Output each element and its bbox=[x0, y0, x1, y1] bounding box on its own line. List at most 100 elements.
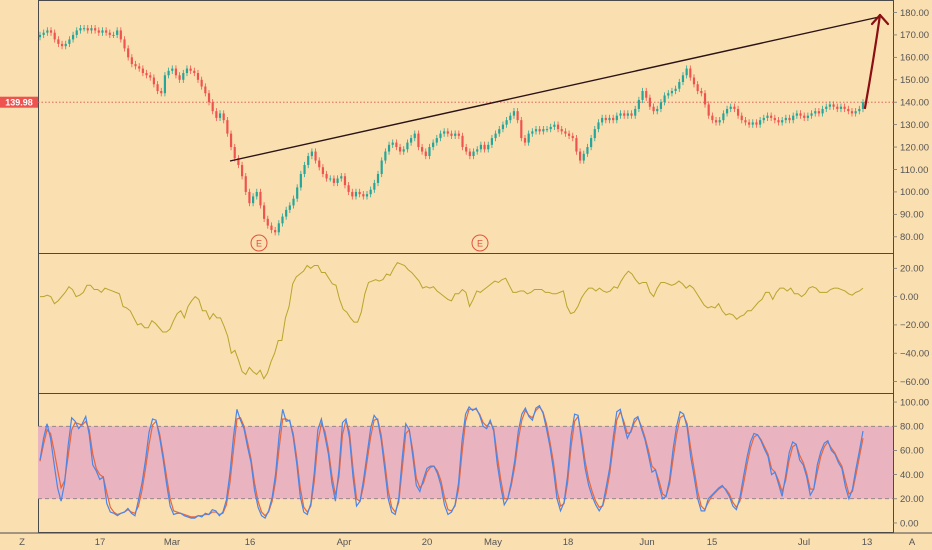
candle-body bbox=[512, 111, 516, 116]
candle-body bbox=[619, 113, 622, 116]
candle-body bbox=[196, 73, 200, 80]
candle-body bbox=[784, 117, 787, 121]
candle-body bbox=[781, 120, 784, 123]
earnings-marker-2[interactable]: E bbox=[471, 234, 489, 252]
candle-body bbox=[479, 144, 482, 150]
candle-body bbox=[648, 97, 651, 107]
candle-body bbox=[38, 34, 42, 38]
candle-body bbox=[700, 90, 703, 94]
candle-body bbox=[75, 30, 78, 35]
x-label-15: 15 bbox=[707, 537, 718, 548]
candle-body bbox=[226, 120, 229, 134]
candle-body bbox=[105, 30, 108, 33]
oscillator-tick-label: −20.00 bbox=[900, 320, 929, 331]
candle-body bbox=[193, 70, 196, 74]
candle-body bbox=[94, 28, 97, 31]
candle-body bbox=[707, 104, 710, 116]
candle-body bbox=[770, 115, 773, 118]
candle-body bbox=[152, 77, 155, 85]
candle-body bbox=[57, 39, 60, 44]
candle-body bbox=[803, 115, 806, 118]
candle-body bbox=[645, 90, 648, 98]
price-tick-label: 120.00 bbox=[900, 142, 929, 153]
candle-body bbox=[788, 117, 791, 121]
candle-body bbox=[97, 30, 100, 33]
candle-body bbox=[505, 120, 508, 125]
candle-body bbox=[53, 32, 56, 40]
candle-body bbox=[744, 120, 747, 123]
candle-body bbox=[332, 178, 336, 183]
candle-body bbox=[759, 120, 762, 125]
candle-body bbox=[792, 115, 795, 121]
candle-body bbox=[336, 178, 339, 183]
candle-body bbox=[347, 185, 350, 192]
candle-body bbox=[593, 129, 596, 139]
candle-body bbox=[817, 111, 821, 114]
candle-body bbox=[476, 149, 479, 152]
oscillator-y-axis: 20.00 0.00 −20.00 −40.00 −60.00 bbox=[893, 264, 929, 388]
candle-body bbox=[571, 135, 574, 139]
candle-body bbox=[174, 68, 178, 76]
candle-body bbox=[130, 57, 133, 65]
candle-body bbox=[178, 75, 181, 80]
candle-body bbox=[90, 28, 93, 31]
candle-body bbox=[240, 165, 244, 177]
candle-body bbox=[454, 133, 457, 136]
price-tick-label: 150.00 bbox=[900, 75, 929, 86]
x-label-may: May bbox=[484, 537, 502, 548]
candle-body bbox=[839, 106, 843, 109]
candle-body bbox=[71, 34, 75, 40]
candle-body bbox=[321, 167, 325, 174]
candle-body bbox=[435, 138, 438, 143]
candle-body bbox=[858, 108, 861, 112]
candle-body bbox=[806, 115, 809, 118]
candle-body bbox=[718, 120, 721, 123]
candle-body bbox=[689, 68, 692, 78]
candle-body bbox=[465, 147, 468, 152]
x-label-z: Z bbox=[19, 537, 25, 548]
candle-body bbox=[714, 120, 718, 123]
candle-body bbox=[564, 131, 567, 134]
candle-body bbox=[432, 142, 435, 148]
earnings-marker-1-label: E bbox=[256, 239, 262, 249]
earnings-marker-1[interactable]: E bbox=[250, 234, 268, 252]
candle-body bbox=[281, 216, 284, 224]
x-label-jul: Jul bbox=[798, 537, 810, 548]
candle-body bbox=[487, 144, 490, 150]
candle-body bbox=[141, 68, 144, 74]
candle-body bbox=[634, 108, 637, 116]
candle-body bbox=[406, 142, 409, 150]
candle-body bbox=[296, 187, 299, 199]
candle-body bbox=[417, 133, 420, 148]
candle-body bbox=[854, 111, 857, 114]
candle-body bbox=[652, 106, 655, 112]
candle-body bbox=[836, 106, 839, 109]
candle-body bbox=[446, 131, 449, 134]
candle-body bbox=[340, 176, 343, 179]
candle-body bbox=[204, 86, 207, 94]
candle-body bbox=[409, 138, 413, 143]
candle-body bbox=[692, 77, 696, 85]
candle-body bbox=[259, 191, 262, 206]
candle-body bbox=[365, 194, 369, 197]
candle-body bbox=[123, 39, 126, 49]
candle-body bbox=[663, 95, 666, 103]
candle-body bbox=[777, 120, 780, 123]
candle-body bbox=[68, 39, 71, 44]
candle-body bbox=[725, 108, 729, 114]
earnings-marker-1-circle bbox=[250, 234, 268, 252]
candle-body bbox=[667, 93, 670, 96]
candle-body bbox=[266, 218, 269, 226]
candle-body bbox=[623, 113, 626, 116]
candle-body bbox=[439, 133, 442, 139]
candle-body bbox=[310, 151, 313, 157]
oscillator-tick-label: 0.00 bbox=[900, 292, 919, 303]
candle-body bbox=[138, 66, 141, 69]
candle-body bbox=[288, 205, 291, 210]
candle-body bbox=[108, 32, 111, 35]
candle-body bbox=[145, 73, 148, 76]
candle-body bbox=[740, 115, 743, 121]
candle-body bbox=[751, 122, 754, 125]
candle-body bbox=[218, 113, 222, 118]
candle-body bbox=[402, 149, 405, 152]
